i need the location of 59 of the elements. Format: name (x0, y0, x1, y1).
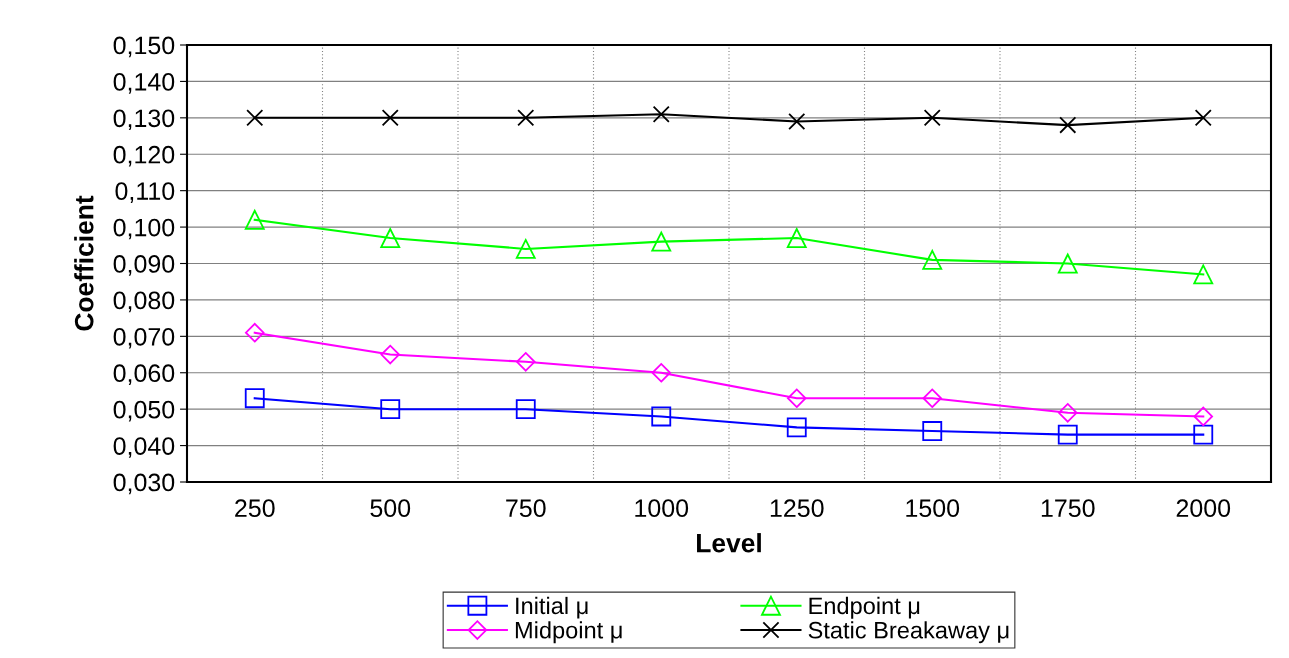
legend-label: Endpoint μ (809, 596, 920, 619)
point (245, 322, 265, 343)
point (788, 112, 806, 131)
y-tick-label: 0,080 (113, 291, 175, 313)
point (922, 388, 942, 408)
y-tick-label: 0,120 (113, 145, 175, 167)
point (786, 228, 807, 248)
y-tick-label: 0,030 (113, 473, 175, 495)
y-tick-label: 0,040 (113, 437, 175, 458)
y-tick-label: 0,060 (113, 364, 175, 386)
y-tick-label: 0,070 (113, 327, 175, 349)
point (381, 109, 399, 127)
point (651, 406, 672, 427)
y-tick-label: 0,110 (115, 182, 175, 203)
point (380, 344, 400, 365)
legend-label: Static Breakaway μ (808, 621, 1009, 644)
x-tick-label: 500 (370, 499, 411, 518)
x-tick-label: 1000 (635, 499, 689, 518)
point (515, 399, 536, 420)
point (1058, 403, 1078, 423)
point (652, 105, 670, 123)
x-tick-label: 1250 (770, 499, 824, 518)
point (380, 228, 401, 248)
point (1057, 424, 1078, 445)
legend-label: Initial μ (516, 596, 588, 619)
point (244, 209, 265, 230)
point (786, 417, 807, 438)
point (1193, 424, 1214, 445)
point (516, 352, 536, 372)
point (517, 109, 535, 127)
point (787, 388, 807, 408)
point (1057, 253, 1078, 274)
point (1193, 406, 1213, 427)
point (515, 239, 536, 259)
y-tick-label: 0,100 (113, 218, 175, 240)
x-tick-label: 750 (506, 499, 546, 518)
point (1194, 109, 1212, 127)
y-tick-label: 0,090 (113, 255, 175, 276)
point (923, 109, 941, 127)
point (922, 421, 943, 441)
x-tick-label: 1750 (1041, 499, 1095, 518)
y-axis-title: Coefficient (74, 195, 94, 331)
point (244, 388, 265, 409)
x-axis-title: Level (697, 533, 761, 553)
y-tick-label: 0,130 (113, 109, 175, 131)
x-tick-label: 1500 (906, 499, 960, 518)
x-tick-label: 250 (235, 499, 275, 518)
y-tick-label: 0,150 (113, 36, 175, 58)
x-tick-label: 2000 (1176, 499, 1231, 518)
y-tick-label: 0,140 (113, 73, 175, 94)
point (651, 231, 672, 252)
legend-label: Midpoint μ (515, 621, 622, 644)
point (1193, 264, 1214, 285)
point (380, 399, 401, 420)
point (246, 109, 264, 127)
point (1059, 116, 1077, 134)
point (922, 249, 943, 270)
y-tick-label: 0,050 (113, 400, 175, 422)
point (651, 363, 671, 383)
